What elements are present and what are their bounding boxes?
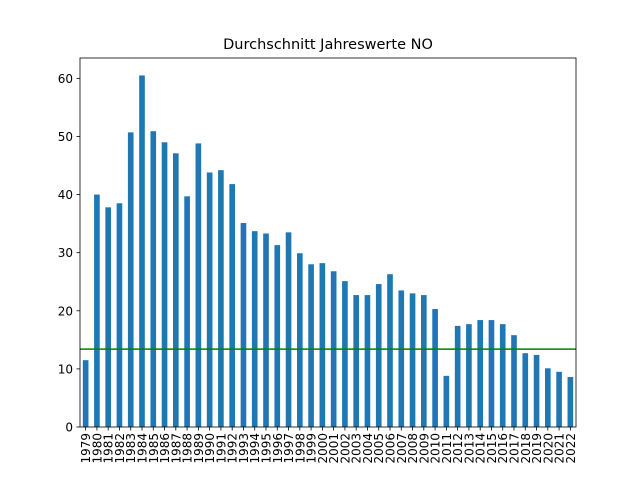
x-tick-label: 1983 — [124, 433, 138, 464]
x-tick-label: 1996 — [271, 433, 285, 464]
x-tick-label: 2022 — [564, 433, 578, 464]
x-tick-label: 2003 — [350, 433, 364, 464]
x-tick-label: 2001 — [327, 433, 341, 464]
y-tick-label: 10 — [58, 362, 73, 376]
bar-2004 — [364, 295, 371, 427]
bar-2007 — [398, 290, 405, 427]
bar-2014 — [477, 320, 483, 427]
y-tick-label: 20 — [58, 304, 73, 318]
bar-2002 — [342, 281, 348, 427]
x-tick-label: 2021 — [553, 433, 567, 464]
bar-2019 — [533, 354, 540, 427]
bar-2011 — [443, 375, 450, 427]
x-tick-label: 2010 — [429, 433, 443, 464]
x-tick-label: 2009 — [417, 433, 431, 464]
bar-2013 — [466, 324, 472, 427]
x-tick-label: 2011 — [440, 433, 454, 464]
x-tick-label: 1987 — [169, 433, 183, 464]
x-tick-label: 1979 — [79, 433, 93, 464]
bar-2020 — [545, 368, 551, 427]
x-tick-label: 1998 — [293, 433, 307, 464]
bar-2017 — [511, 335, 517, 427]
x-tick-label: 2002 — [338, 433, 352, 464]
bar-1995 — [263, 233, 269, 427]
bar-1986 — [161, 142, 168, 428]
bar-1989 — [195, 143, 202, 427]
bar-2018 — [522, 353, 529, 427]
x-tick-label: 1993 — [237, 433, 251, 464]
x-tick-label: 1984 — [136, 433, 150, 464]
y-tick-label: 30 — [58, 246, 73, 260]
x-tick-label: 2015 — [485, 433, 499, 464]
bar-1996 — [274, 245, 281, 427]
bar-1992 — [229, 184, 235, 427]
bar-1997 — [285, 232, 292, 427]
bar-1980 — [94, 194, 100, 427]
x-tick-label: 2013 — [462, 433, 476, 464]
bar-2016 — [499, 324, 506, 427]
bar-1990 — [206, 172, 213, 427]
x-tick-label: 2005 — [372, 433, 386, 464]
x-tick-label: 2006 — [384, 433, 398, 464]
bar-1994 — [251, 231, 258, 427]
x-tick-label: 1989 — [192, 433, 206, 464]
bar-1991 — [218, 170, 224, 427]
x-tick-label: 1992 — [226, 433, 240, 464]
bar-2015 — [488, 320, 495, 427]
bar-1993 — [240, 223, 247, 427]
bar-1987 — [173, 153, 179, 427]
x-tick-label: 2018 — [519, 433, 533, 464]
bar-1979 — [82, 360, 89, 427]
bar-2003 — [353, 295, 359, 427]
x-tick-label: 1999 — [305, 433, 319, 464]
bar-1998 — [297, 253, 303, 427]
bar-2000 — [319, 263, 326, 427]
x-tick-label: 1990 — [203, 433, 217, 464]
y-tick-label: 40 — [58, 188, 73, 202]
bar-1985 — [150, 131, 157, 427]
x-tick-label: 2004 — [361, 433, 375, 464]
x-tick-label: 1985 — [147, 433, 161, 464]
bar-1983 — [127, 132, 134, 427]
x-tick-label: 1986 — [158, 433, 172, 464]
x-tick-label: 2014 — [474, 433, 488, 464]
x-tick-label: 2012 — [451, 433, 465, 464]
x-tick-label: 2016 — [496, 433, 510, 464]
x-tick-label: 2019 — [530, 433, 544, 464]
x-tick-label: 2000 — [316, 433, 330, 464]
y-tick-label: 60 — [58, 72, 73, 86]
x-tick-label: 1982 — [113, 433, 127, 464]
bar-2006 — [387, 274, 393, 427]
bar-2008 — [409, 293, 416, 427]
bar-1984 — [139, 75, 145, 427]
x-tick-label: 2007 — [395, 433, 409, 464]
x-tick-label: 1981 — [102, 433, 116, 464]
bar-1982 — [116, 203, 123, 427]
bar-1999 — [308, 264, 314, 427]
bar-2021 — [556, 371, 562, 427]
y-tick-label: 0 — [65, 421, 73, 435]
plot-frame — [79, 57, 577, 428]
x-tick-label: 1995 — [260, 433, 274, 464]
x-tick-label: 1994 — [248, 433, 262, 464]
y-tick-label: 50 — [58, 130, 73, 144]
x-tick-label: 1997 — [282, 433, 296, 464]
x-tick-label: 1988 — [181, 433, 195, 464]
chart-title: Durchschnitt Jahreswerte NO — [223, 37, 433, 53]
bar-2010 — [432, 309, 438, 427]
bar-2022 — [567, 377, 574, 427]
x-tick-label: 1991 — [214, 433, 228, 464]
bar-1988 — [184, 196, 190, 427]
x-tick-label: 2017 — [508, 433, 522, 464]
x-tick-label: 2020 — [541, 433, 555, 464]
bar-2005 — [375, 284, 382, 427]
bar-2012 — [454, 325, 461, 427]
x-tick-label: 2008 — [406, 433, 420, 464]
bar-2009 — [421, 295, 427, 427]
bar-1981 — [105, 207, 111, 427]
x-tick-label: 1980 — [90, 433, 104, 464]
